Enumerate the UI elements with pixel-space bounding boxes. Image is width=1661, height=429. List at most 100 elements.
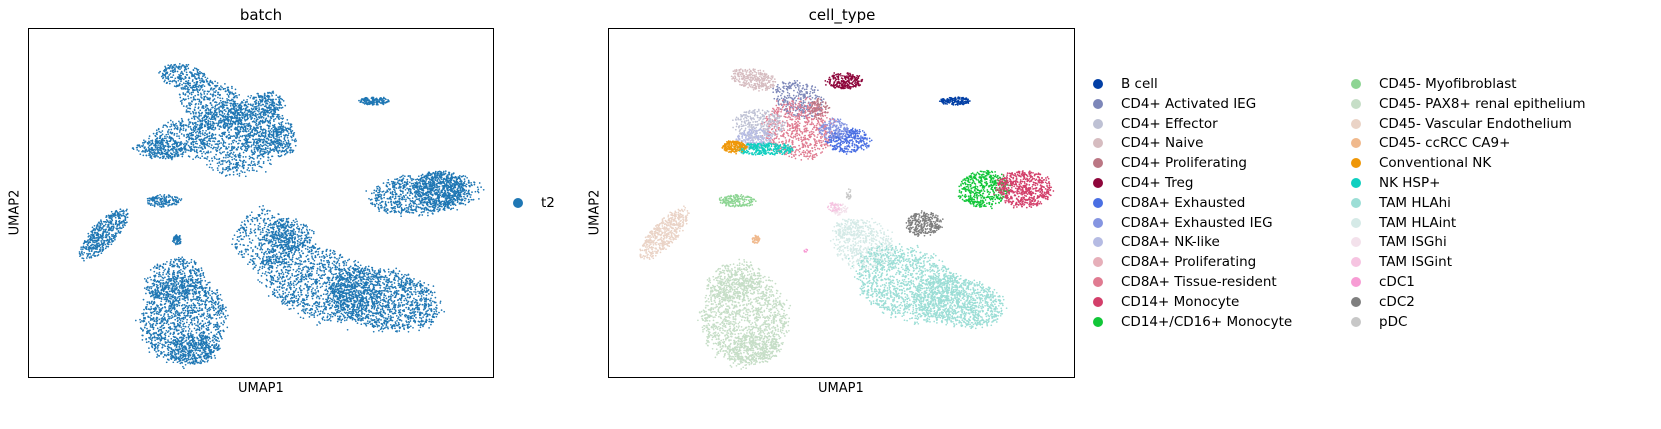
point-cluster xyxy=(938,96,971,106)
legend-item: CD14+/CD16+ Monocyte xyxy=(1093,312,1292,332)
point-cluster xyxy=(639,205,690,260)
point-cluster xyxy=(833,218,865,241)
point-cluster xyxy=(146,193,183,208)
point-cluster xyxy=(143,256,206,303)
legend-label: CD14+ Monocyte xyxy=(1121,294,1239,310)
legend-marker xyxy=(1093,158,1103,169)
legend-item: TAM HLAint xyxy=(1351,213,1456,233)
point-cluster xyxy=(270,119,298,158)
legend-label: CD4+ Naive xyxy=(1121,135,1203,151)
legend-label: CD4+ Effector xyxy=(1121,116,1218,132)
legend-marker xyxy=(1351,277,1361,287)
point-cluster xyxy=(411,170,466,209)
point-cluster xyxy=(358,96,390,106)
batch-x-axis-label: UMAP1 xyxy=(238,381,284,396)
legend-marker xyxy=(1351,197,1361,208)
legend-label: CD8A+ Exhausted IEG xyxy=(1121,215,1273,231)
point-cluster xyxy=(824,72,864,90)
legend-label: cDC2 xyxy=(1379,294,1415,310)
point-cluster xyxy=(323,265,446,333)
legend-item: Conventional NK xyxy=(1351,153,1491,173)
legend-label: CD14+/CD16+ Monocyte xyxy=(1121,314,1292,330)
legend-label: CD45- Vascular Endothelium xyxy=(1379,116,1572,132)
cell-type-scatter-points xyxy=(639,68,1055,370)
point-cluster xyxy=(845,188,852,200)
legend-label: CD4+ Proliferating xyxy=(1121,155,1247,171)
point-cluster xyxy=(772,79,825,120)
legend-item: CD4+ Activated IEG xyxy=(1093,94,1256,114)
legend-item: CD8A+ NK-like xyxy=(1093,232,1220,252)
legend-label: CD8A+ Exhausted xyxy=(1121,195,1245,211)
legend-item: CD4+ Treg xyxy=(1093,173,1193,193)
legend-label: CD45- Myofibroblast xyxy=(1379,76,1517,92)
point-cluster xyxy=(131,137,186,160)
point-cluster xyxy=(727,333,782,365)
legend-item: TAM ISGhi xyxy=(1351,232,1447,252)
legend-marker xyxy=(1093,316,1103,327)
legend-item: B cell xyxy=(1093,74,1158,94)
legend-label: CD45- PAX8+ renal epithelium xyxy=(1379,96,1586,112)
point-cluster xyxy=(172,234,181,240)
point-cluster xyxy=(254,90,287,117)
legend-item: CD8A+ Exhausted xyxy=(1093,193,1245,213)
legend-marker xyxy=(513,198,523,208)
point-cluster xyxy=(169,333,221,365)
legend-marker xyxy=(1093,79,1103,89)
point-cluster xyxy=(158,63,212,91)
legend-label: B cell xyxy=(1121,76,1158,92)
legend-item: CD45- Vascular Endothelium xyxy=(1351,114,1572,134)
point-cluster xyxy=(718,193,757,208)
point-cluster xyxy=(232,92,285,156)
legend-item: cDC2 xyxy=(1351,292,1415,312)
point-cluster xyxy=(721,140,748,155)
legend-item: CD45- ccRCC CA9+ xyxy=(1351,133,1510,153)
point-cluster xyxy=(803,248,809,253)
legend-label: NK HSP+ xyxy=(1379,175,1440,191)
legend-label: CD4+ Treg xyxy=(1121,175,1193,191)
legend-label: CD8A+ Proliferating xyxy=(1121,254,1256,270)
legend-item: TAM ISGint xyxy=(1351,252,1452,272)
legend-marker xyxy=(1093,257,1103,268)
batch-plot-title: batch xyxy=(29,6,493,24)
legend-marker xyxy=(1351,217,1361,228)
legend-marker xyxy=(1093,237,1103,248)
point-cluster xyxy=(735,127,773,150)
legend-item: NK HSP+ xyxy=(1351,173,1440,193)
legend-item: pDC xyxy=(1351,312,1407,332)
cell-type-scatter-plot xyxy=(608,28,1075,378)
legend-label: CD8A+ Tissue-resident xyxy=(1121,274,1277,290)
legend-item: cDC1 xyxy=(1351,272,1415,292)
legend-item: t2 xyxy=(513,193,555,213)
legend-marker xyxy=(1351,118,1361,129)
point-cluster xyxy=(826,201,842,213)
legend-marker xyxy=(1351,237,1361,248)
legend-marker xyxy=(1351,257,1361,268)
legend-label: pDC xyxy=(1379,314,1407,330)
point-cluster xyxy=(829,217,897,274)
legend-marker xyxy=(1093,197,1103,208)
legend-item: CD4+ Effector xyxy=(1093,114,1218,134)
legend-label: CD45- ccRCC CA9+ xyxy=(1379,135,1510,151)
legend-label: t2 xyxy=(541,195,555,211)
legend-label: TAM ISGint xyxy=(1379,254,1452,270)
legend-label: CD4+ Activated IEG xyxy=(1121,96,1256,112)
batch-y-axis-label: UMAP2 xyxy=(7,190,22,236)
legend-marker xyxy=(1351,138,1361,149)
legend-marker xyxy=(1093,98,1103,109)
legend-label: TAM HLAhi xyxy=(1379,195,1451,211)
cell-type-y-axis-label: UMAP2 xyxy=(587,190,602,236)
legend-label: TAM HLAint xyxy=(1379,215,1456,231)
legend-item: CD45- PAX8+ renal epithelium xyxy=(1351,94,1586,114)
legend-label: TAM ISGhi xyxy=(1379,234,1447,250)
legend-item: CD45- Myofibroblast xyxy=(1351,74,1517,94)
point-cluster xyxy=(78,208,129,262)
batch-scatter-plot xyxy=(28,28,494,378)
legend-item: CD8A+ Exhausted IEG xyxy=(1093,213,1273,233)
legend-label: Conventional NK xyxy=(1379,155,1491,171)
legend-marker xyxy=(1351,296,1361,307)
point-cluster xyxy=(263,217,315,250)
point-cluster xyxy=(751,234,761,244)
legend-marker xyxy=(1093,118,1103,129)
legend-marker xyxy=(1093,296,1103,307)
legend-marker xyxy=(1351,178,1361,188)
